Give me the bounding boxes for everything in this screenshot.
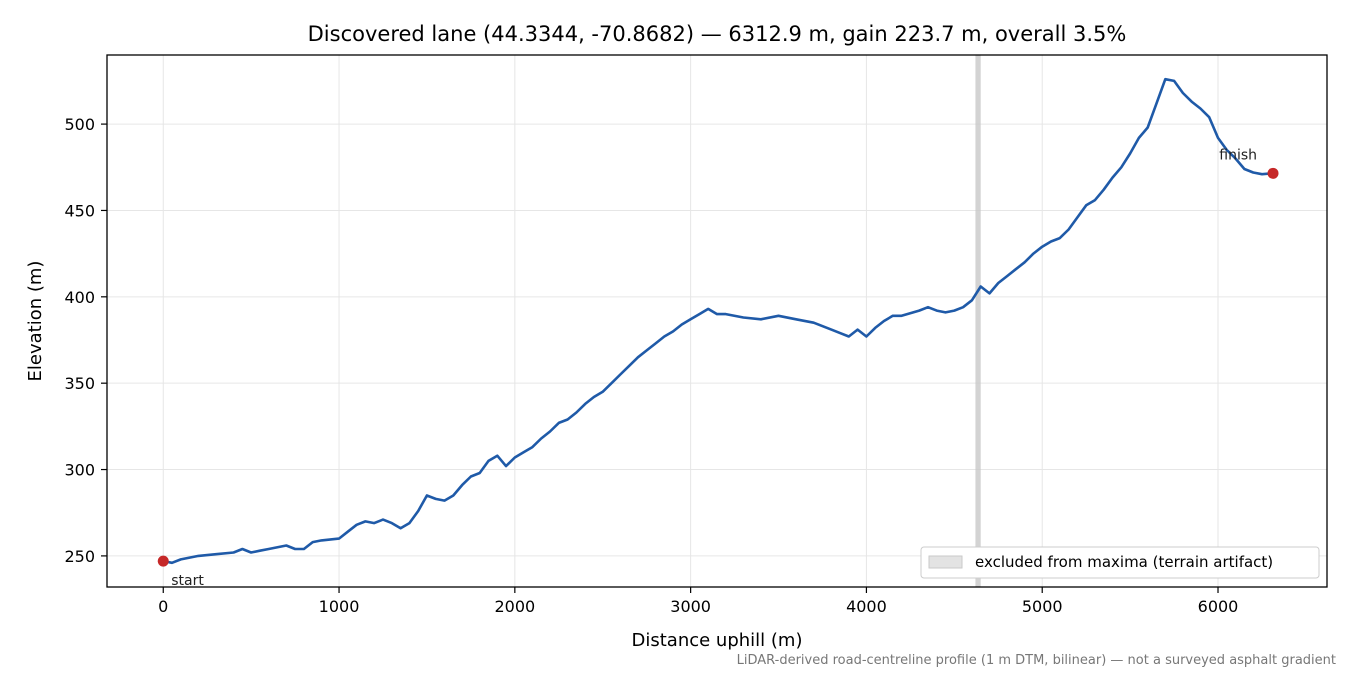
x-tick-label: 5000 <box>1022 597 1063 616</box>
legend-swatch <box>928 555 963 569</box>
x-tick-label: 4000 <box>846 597 887 616</box>
y-tick-label: 250 <box>64 547 95 566</box>
x-tick-label: 2000 <box>494 597 535 616</box>
x-axis-label: Distance uphill (m) <box>632 630 803 651</box>
y-tick-label: 500 <box>64 115 95 134</box>
legend-box <box>920 546 1320 579</box>
legend: excluded from maxima (terrain artifact) <box>920 546 1320 579</box>
y-axis-label: Elevation (m) <box>25 261 46 382</box>
marker-layer: start finish <box>157 147 1279 589</box>
x-tick-label: 0 <box>158 597 168 616</box>
plot-frame <box>106 54 1328 588</box>
excluded-span-band <box>975 55 981 587</box>
x-tick-label: 3000 <box>670 597 711 616</box>
series-layer <box>162 77 1275 565</box>
y-tick-label: 400 <box>64 288 95 307</box>
legend-label: excluded from maxima (terrain artifact) <box>975 553 1273 571</box>
elevation-series-line <box>162 77 1275 565</box>
y-tick-label: 350 <box>64 374 95 393</box>
finish-label: finish <box>1219 147 1257 163</box>
footnote: LiDAR-derived road-centreline profile (1… <box>737 653 1336 668</box>
x-tick-label: 1000 <box>319 597 360 616</box>
y-tick-label: 450 <box>64 201 95 220</box>
grid-lines <box>107 55 1327 587</box>
start-marker <box>157 555 169 567</box>
excluded-span <box>975 55 981 587</box>
x-axis-ticks: 0 1000 2000 3000 4000 5000 6000 <box>158 587 1238 616</box>
y-axis-ticks: 250 300 350 400 450 500 <box>64 115 107 566</box>
finish-marker <box>1267 167 1279 179</box>
start-label: start <box>171 573 204 589</box>
x-tick-label: 6000 <box>1198 597 1239 616</box>
chart-title: Discovered lane (44.3344, -70.8682) — 63… <box>308 22 1127 46</box>
y-tick-label: 300 <box>64 461 95 480</box>
